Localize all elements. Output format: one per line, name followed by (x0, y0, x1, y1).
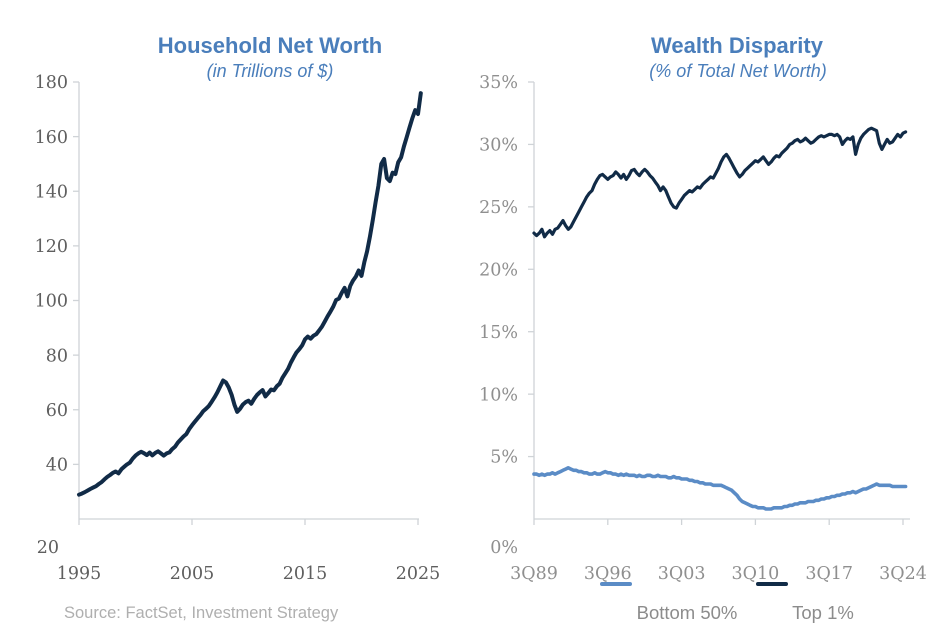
legend-swatch-bottom-50 (600, 582, 632, 586)
y-tick-label: 0% (490, 538, 518, 558)
y-tick-label: 20 (37, 538, 59, 558)
series-line-top-1- (532, 126, 908, 239)
x-tick-label: 2025 (396, 564, 441, 584)
networth-chart-subtitle: (in Trillions of $) (206, 61, 334, 81)
x-tick-label: 2005 (170, 564, 215, 584)
source-note: Source: FactSet, Investment Strategy (64, 604, 339, 622)
disparity-chart-subtitle: (% of Total Net Worth) (649, 61, 827, 81)
y-tick-label: 25% (479, 198, 518, 218)
y-tick-label: 15% (479, 323, 518, 343)
series-line-bottom-50- (532, 465, 908, 511)
y-tick-label: 80 (46, 346, 68, 366)
x-tick-label: 2015 (283, 564, 328, 584)
legend-label-bottom-50: Bottom 50% (636, 602, 738, 623)
y-tick-label: 10% (479, 385, 518, 405)
y-tick-label: 20% (479, 260, 518, 280)
y-tick-label: 100 (35, 292, 68, 312)
x-tick-label: 3Q03 (658, 564, 706, 584)
x-tick-label: 3Q17 (805, 564, 853, 584)
legend-swatch-top-1 (756, 582, 788, 586)
y-tick-label: 160 (35, 128, 68, 148)
y-tick-label: 120 (35, 237, 68, 257)
series-line-household-net-worth (77, 91, 423, 497)
y-tick-label: 30% (479, 136, 518, 156)
y-tick-label: 140 (35, 182, 68, 202)
y-tick-label: 40 (46, 456, 68, 476)
x-tick-label: 3Q10 (732, 564, 780, 584)
y-tick-label: 35% (479, 73, 518, 93)
disparity-chart-title: Wealth Disparity (651, 33, 823, 58)
y-tick-label: 5% (490, 448, 518, 468)
networth-chart-title: Household Net Worth (157, 33, 383, 58)
y-tick-label: 180 (35, 73, 68, 93)
x-tick-label: 3Q96 (584, 564, 632, 584)
legend-label-top-1: Top 1% (792, 602, 854, 623)
y-tick-label: 60 (46, 401, 68, 421)
x-tick-label: 1995 (57, 564, 102, 584)
x-tick-label: 3Q24 (879, 564, 927, 584)
x-tick-label: 3Q89 (510, 564, 558, 584)
